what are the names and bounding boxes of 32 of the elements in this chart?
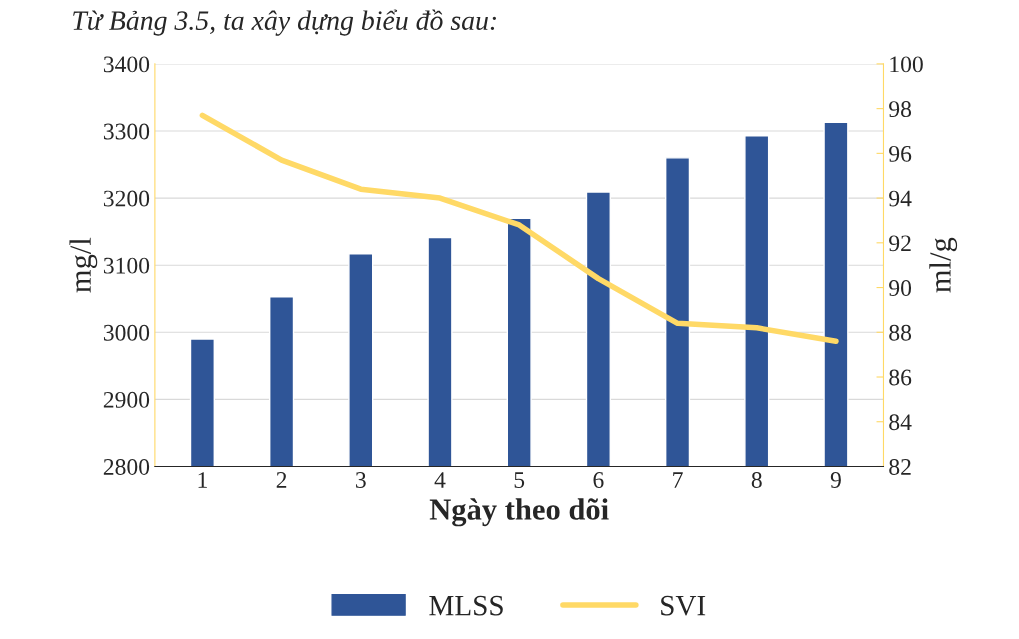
legend-label: MLSS bbox=[429, 595, 503, 616]
y-tick-label: 3000 bbox=[103, 324, 150, 341]
y2-tick-label: 94 bbox=[889, 190, 912, 207]
y2-axis-title: ml/g bbox=[929, 237, 958, 293]
y-tick-label: 2800 bbox=[103, 458, 150, 475]
y2-tick-label: 96 bbox=[889, 145, 912, 162]
y2-tick-label: 98 bbox=[889, 101, 912, 118]
y2-tick-label: 86 bbox=[889, 369, 912, 386]
x-tick-label: 2 bbox=[276, 472, 287, 488]
y-tick-label: 2900 bbox=[103, 391, 150, 408]
x-tick-label: 3 bbox=[356, 472, 366, 488]
y2-tick-label: 84 bbox=[889, 414, 912, 431]
x-tick-label: 5 bbox=[514, 472, 525, 488]
x-tick-label: 4 bbox=[434, 472, 446, 488]
y-tick-label: 3300 bbox=[103, 123, 150, 140]
text: Từ Bảng 3.5, ta xây dựng biểu đồ sau: bbox=[73, 9, 496, 36]
y-tick-label: 3100 bbox=[103, 257, 150, 274]
x-tick-label: 6 bbox=[593, 472, 604, 488]
y-tick-label: 3200 bbox=[103, 190, 150, 207]
x-tick-label: 9 bbox=[830, 472, 841, 488]
y-tick-label: 3400 bbox=[103, 56, 150, 73]
x-tick-label: 7 bbox=[673, 472, 683, 488]
legend-label: SVI bbox=[661, 595, 706, 616]
x-tick-label: 1 bbox=[198, 472, 207, 488]
y-axis-title: mg/l bbox=[69, 237, 98, 293]
x-axis-title: Ngày theo dõi bbox=[429, 498, 609, 527]
y2-tick-label: 82 bbox=[889, 458, 911, 475]
x-tick-label: 8 bbox=[751, 472, 762, 488]
y2-tick-label: 88 bbox=[889, 324, 912, 341]
y2-tick-label: 100 bbox=[890, 56, 923, 73]
y2-tick-label: 92 bbox=[889, 235, 911, 252]
y2-tick-label: 90 bbox=[889, 280, 912, 296]
